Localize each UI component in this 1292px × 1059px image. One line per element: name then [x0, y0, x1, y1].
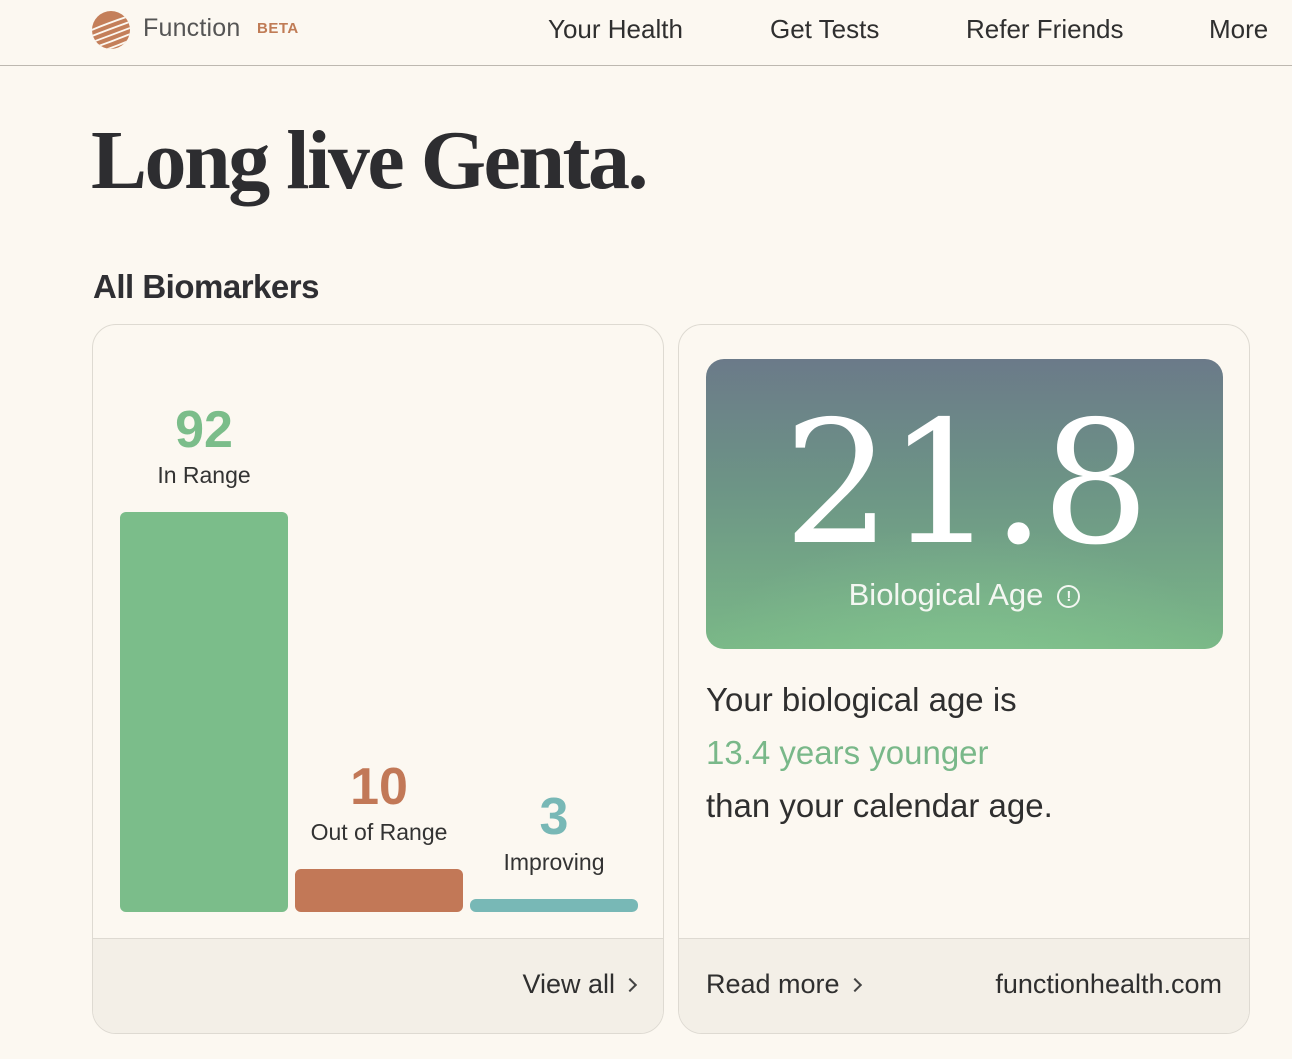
- biomarkers-card: In Range 92 Out of Range 10 Improving 3 View …: [92, 324, 664, 1034]
- bio-age-difference: 13.4 years younger: [706, 734, 989, 771]
- improving-count: 3: [539, 788, 569, 846]
- out-of-range-label: Out of Range: [310, 819, 448, 845]
- biological-age-card: 21.8 Biological Age! Your biological age…: [678, 324, 1250, 1034]
- biological-age-label: Biological Age: [848, 577, 1044, 612]
- page-headline: Long live Genta.: [91, 114, 649, 207]
- nav-more[interactable]: More: [1209, 14, 1269, 44]
- bio-age-line-3: than your calendar age.: [706, 787, 1053, 824]
- beta-badge: BETA: [257, 20, 299, 37]
- section-title: All Biomarkers: [93, 268, 319, 305]
- out-of-range-bar[interactable]: [295, 869, 463, 912]
- read-more-link[interactable]: Read more: [706, 969, 862, 1000]
- biological-age-value: 21.8: [783, 385, 1150, 583]
- view-all-label: View all: [522, 969, 615, 999]
- out-of-range-count: 10: [350, 758, 408, 816]
- improving-bar[interactable]: [470, 899, 638, 912]
- chevron-right-icon: [847, 977, 862, 993]
- chevron-right-icon: [622, 977, 638, 993]
- biomarkers-card-footer: View all: [93, 938, 663, 1033]
- nav-refer-friends[interactable]: Refer Friends: [966, 14, 1124, 44]
- in-range-count: 92: [175, 401, 233, 459]
- info-circle-icon[interactable]: !: [1057, 585, 1081, 608]
- view-all-link[interactable]: View all: [522, 969, 638, 1000]
- improving-label: Improving: [503, 849, 605, 875]
- in-range-bar[interactable]: [120, 512, 288, 912]
- biological-age-card-footer: Read more functionhealth.com: [679, 938, 1249, 1033]
- function-logo-icon[interactable]: [91, 10, 131, 50]
- nav-your-health[interactable]: Your Health: [548, 14, 683, 44]
- biological-age-label-row: Biological Age!: [706, 577, 1223, 613]
- read-more-label: Read more: [706, 969, 840, 999]
- top-navigation: Function BETA Your Health Get Tests Refe…: [0, 0, 1292, 66]
- bio-age-line-1: Your biological age is: [706, 681, 1017, 718]
- in-range-label: In Range: [157, 462, 251, 488]
- brand-name[interactable]: Function: [143, 14, 241, 42]
- site-link[interactable]: functionhealth.com: [995, 969, 1222, 999]
- nav-get-tests[interactable]: Get Tests: [770, 14, 880, 44]
- biological-age-panel: 21.8 Biological Age!: [706, 359, 1223, 649]
